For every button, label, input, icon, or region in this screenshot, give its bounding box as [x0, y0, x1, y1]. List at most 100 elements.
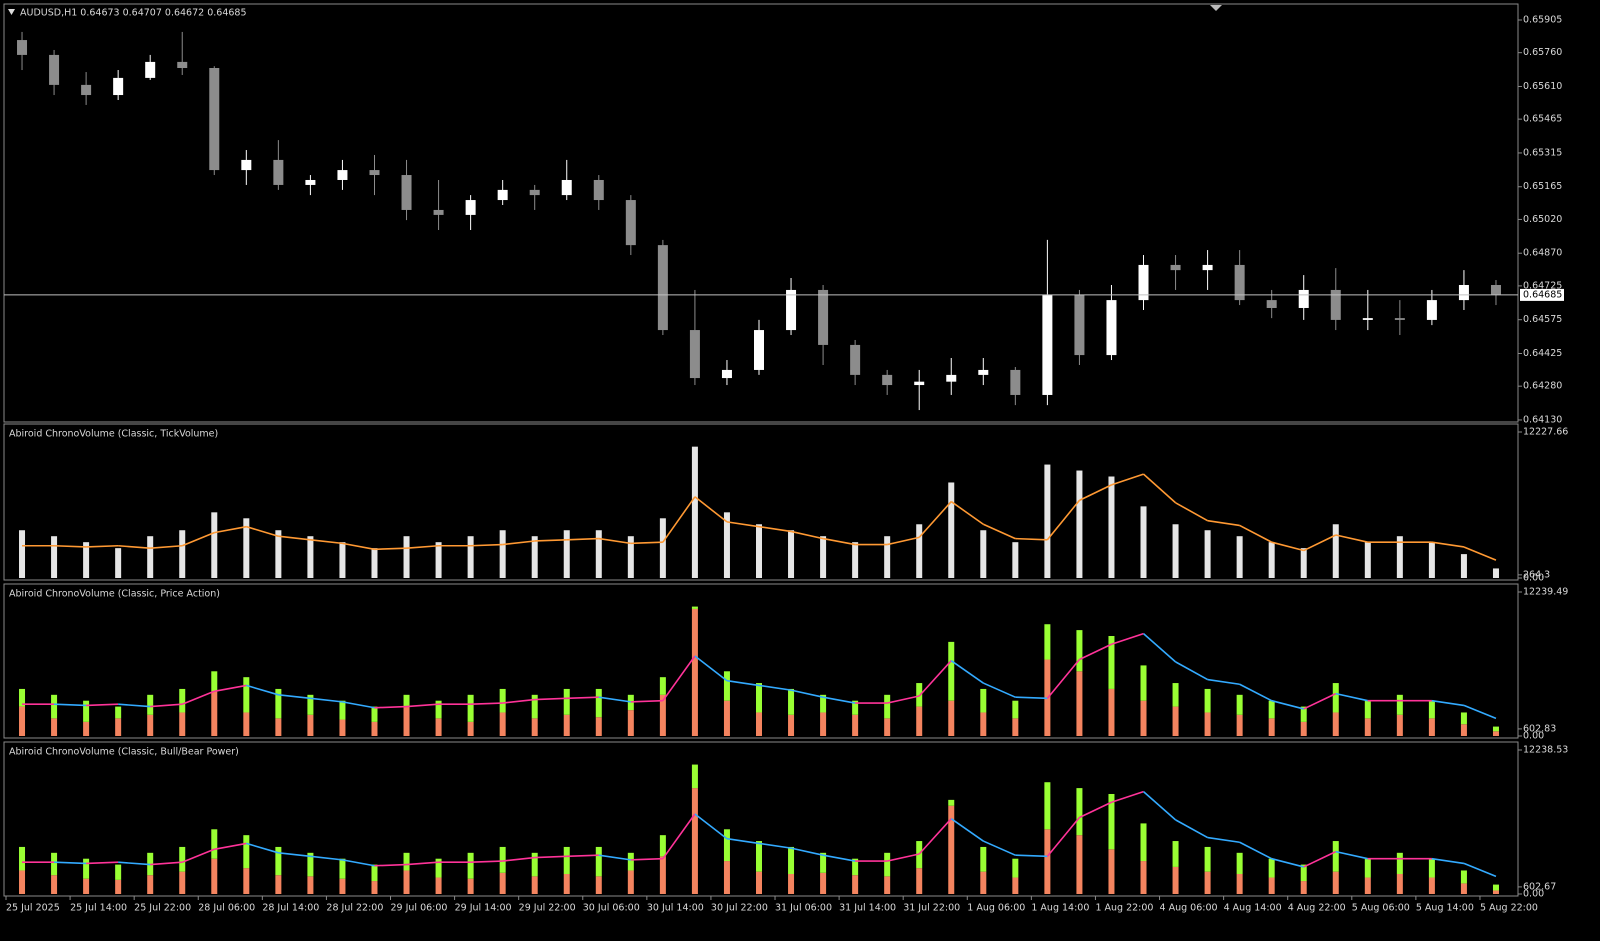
volume-bar	[275, 530, 282, 578]
volume-segment	[1364, 858, 1371, 878]
candle-body	[465, 200, 476, 215]
volume-segment	[691, 608, 698, 736]
volume-segment	[51, 694, 58, 719]
volume-bar	[916, 524, 923, 578]
volume-segment	[980, 688, 987, 713]
candle-body	[17, 40, 28, 55]
volume-segment	[531, 852, 538, 877]
ma-line-segment	[918, 501, 952, 538]
volume-segment	[179, 688, 186, 713]
volume-segment	[723, 671, 730, 701]
ma-line-segment	[982, 682, 1016, 698]
volume-segment	[435, 858, 442, 878]
volume-segment	[627, 694, 634, 711]
ma-line-segment	[1463, 546, 1497, 561]
candle-body	[1042, 294, 1053, 395]
candle-body	[337, 170, 348, 180]
volume-bar	[627, 536, 634, 578]
volume-segment	[595, 717, 602, 736]
volume-bar	[435, 542, 442, 578]
candle-body	[273, 159, 284, 185]
volume-segment	[948, 805, 955, 894]
volume-segment	[980, 712, 987, 736]
candle-body	[1426, 300, 1437, 320]
volume-segment	[371, 864, 378, 882]
candle-body	[241, 159, 252, 171]
volume-segment	[1364, 700, 1371, 719]
ma-line-segment	[214, 684, 247, 693]
volume-segment	[467, 694, 474, 722]
ma-line-segment	[918, 818, 952, 855]
ma-line-segment	[950, 818, 984, 842]
volume-segment	[820, 712, 827, 736]
volume-segment	[820, 872, 827, 894]
ma-line-segment	[1303, 850, 1337, 868]
ma-line-segment	[694, 655, 728, 682]
ma-line-segment	[1079, 643, 1112, 661]
ma-line-segment	[374, 705, 407, 709]
volume-segment	[788, 873, 795, 894]
ma-line-segment	[534, 855, 567, 859]
volume-segment	[179, 712, 186, 736]
x-tick-label: 1 Aug 06:00	[967, 903, 1025, 914]
y-tick-label: 0.00	[1523, 889, 1544, 900]
candle-body	[1138, 264, 1149, 301]
volume-segment	[115, 864, 122, 880]
ma-line-segment	[310, 855, 343, 861]
ma-line-segment	[1175, 502, 1208, 522]
volume-segment	[435, 718, 442, 736]
volume-segment	[1076, 630, 1083, 672]
volume-bar	[339, 542, 346, 578]
volume-segment	[563, 846, 570, 874]
ma-line-segment	[1015, 854, 1048, 858]
ma-line-segment	[662, 496, 696, 543]
volume-bar	[243, 518, 250, 578]
volume-segment	[820, 852, 827, 873]
volume-segment	[563, 873, 570, 894]
ma-line-segment	[1463, 704, 1497, 720]
ma-line-segment	[246, 684, 279, 696]
volume-segment	[115, 879, 122, 894]
ma-line-segment	[630, 857, 663, 861]
ma-line-segment	[886, 695, 920, 704]
volume-segment	[435, 877, 442, 894]
ma-line-segment	[1271, 541, 1304, 552]
volume-segment	[403, 706, 410, 736]
volume-segment	[1364, 718, 1371, 736]
x-tick-label: 28 Jul 06:00	[198, 903, 255, 914]
ma-line-segment	[918, 660, 952, 697]
y-tick-label: 0.64725	[1523, 280, 1562, 291]
volume-segment	[83, 878, 90, 894]
volume-segment	[403, 694, 410, 707]
volume-segment	[1300, 721, 1307, 736]
volume-segment	[788, 714, 795, 736]
candle-body	[1330, 289, 1341, 320]
ma-line-segment	[886, 536, 920, 546]
y-tick-label: 602.83	[1523, 723, 1556, 734]
ma-line-segment	[86, 861, 119, 865]
x-tick-label: 28 Jul 22:00	[326, 903, 383, 914]
volume-segment	[659, 856, 666, 894]
volume-segment	[307, 852, 314, 877]
volume-bar	[1268, 542, 1275, 578]
ma-line-segment	[1303, 534, 1337, 552]
volume-bar	[531, 536, 538, 578]
candle-body	[81, 84, 92, 96]
ma-line-segment	[502, 856, 535, 862]
panel-frame	[3, 423, 1519, 581]
volume-segment	[884, 694, 891, 719]
volume-segment	[499, 688, 506, 713]
volume-segment	[1300, 881, 1307, 894]
volume-segment	[1172, 841, 1179, 867]
candle-body	[1202, 264, 1213, 271]
volume-bar	[756, 524, 762, 578]
ma-line-segment	[566, 854, 599, 858]
volume-segment	[948, 700, 955, 736]
panel-title: Abiroid ChronoVolume (Classic, TickVolum…	[9, 429, 218, 440]
volume-segment	[1428, 700, 1435, 719]
volume-segment	[563, 714, 570, 736]
ma-line-segment	[758, 525, 792, 533]
y-tick-label: 602.67	[1523, 881, 1556, 892]
ma-line-segment	[726, 837, 760, 845]
